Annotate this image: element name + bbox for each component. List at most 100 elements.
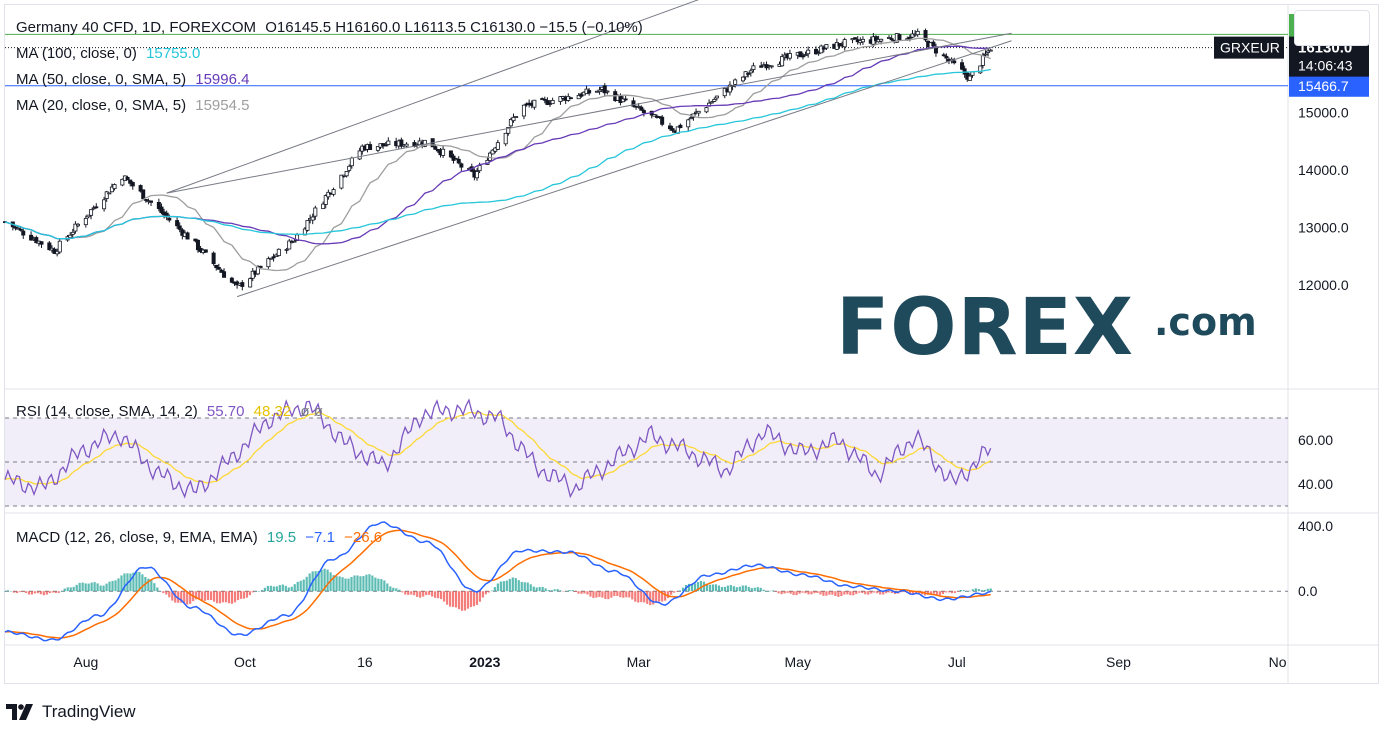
macd-histogram-bar [350,576,353,592]
macd-histogram-bar [239,591,243,599]
macd-histogram-bar [977,589,980,592]
macd-histogram-bar [837,591,840,597]
macd-histogram-bar [571,590,574,592]
macd-histogram-bar [774,591,777,592]
macd-histogram-bar [428,591,431,595]
macd-histogram-bar [371,575,374,592]
macd-histogram-bar [227,591,231,604]
macd-histogram-bar [526,582,529,592]
candle-up [112,184,117,189]
macd-histogram-bar [177,591,180,603]
macd-histogram-bar [891,591,894,594]
macd-histogram-bar [380,579,383,592]
candle-down [678,124,683,129]
macd-histogram-bar [72,586,75,592]
macd-histogram-bar [971,589,974,592]
candle-up [986,50,991,53]
macd-histogram-bar [278,585,281,592]
candle-up [107,192,112,195]
macd-histogram-bar [425,591,428,596]
candle-up [688,117,693,120]
candle-down [944,55,949,59]
macd-histogram-bar [637,591,640,603]
macd-histogram-bar [870,591,873,594]
candle-up [57,240,62,253]
macd-histogram-bar [729,585,732,592]
macd-histogram-bar [401,591,404,593]
macd-histogram-bar [338,576,341,592]
macd-histogram-bar [63,588,66,592]
ticker-badge: GRXEUR [1220,40,1280,56]
macd-histogram-bar [308,573,311,592]
candle-up [709,101,714,104]
macd-histogram-bar [120,575,123,592]
macd-hist-value: 19.5 [266,529,297,546]
candle-down [631,100,636,107]
macd-histogram-bar [619,591,622,598]
candle-down [167,217,172,221]
macd-histogram-bar [950,591,953,594]
rsi-tick-label: 60.00 [1298,432,1333,448]
channel-outer-line [166,0,700,194]
candle-down [214,264,219,269]
candle-down [670,128,675,131]
macd-histogram-bar [90,582,93,592]
candle-up [68,234,73,239]
macd-histogram-bar [99,585,102,592]
candle-up [477,165,482,172]
candle-up [751,65,756,70]
candle-up [842,39,847,48]
candle-down [34,237,39,244]
candle-down [138,185,143,192]
macd-histogram-bar [153,583,156,592]
ma100-value: 15755.0 [146,45,201,62]
macd-histogram-bar [66,587,69,592]
macd-histogram-bar [795,591,798,596]
candle-down [39,241,44,245]
candle-up [266,258,271,268]
macd-histogram-bar [440,591,443,600]
top-right-button[interactable] [1294,10,1370,46]
time-tick-label: Mar [627,654,651,670]
macd-histogram-bar [667,591,670,599]
macd-histogram-bar [583,591,586,594]
macd-histogram-bar [747,586,750,592]
legend-ma50-row: MA (50, close, 0, SMA, 5) 15996.4 [16,71,254,88]
candle-down [639,106,644,111]
candle-up [16,227,21,230]
macd-signal-value: −26.6 [344,529,383,546]
macd-histogram-bar [317,571,320,592]
macd-histogram-bar [511,577,514,592]
macd-histogram-bar [413,591,416,596]
candle-up [576,95,581,100]
rsi-value: 55.70 [206,403,245,420]
macd-histogram-bar [589,591,592,597]
channel-upper-line [166,32,1012,194]
macd-histogram-bar [374,577,377,592]
macd-histogram-bar [484,591,488,595]
macd-histogram-bar [544,588,547,592]
candle-up [983,53,988,56]
macd-histogram-bar [780,591,783,595]
macd-histogram-bar [592,591,595,598]
macd-histogram-bar [305,576,308,592]
macd-histogram-bar [320,569,323,592]
macd-histogram-bar [105,583,108,592]
macd-histogram-bar [395,588,398,592]
candle-down [195,239,200,251]
candle-down [211,252,216,265]
macd-histogram-bar [496,583,499,592]
macd-histogram-bar [661,591,664,602]
macd-histogram-bar [932,591,936,594]
macd-histogram-bar [189,591,192,604]
level3-badge: 15466.7 [1298,78,1349,94]
candle-down [216,267,221,270]
macd-histogram-bar [442,591,446,602]
macd-histogram-bar [855,591,858,595]
candle-down [641,110,646,114]
macd-histogram-bar [230,591,234,604]
candle-down [203,249,208,253]
candle-down [923,30,928,41]
ma20-value: 15954.5 [195,97,250,114]
